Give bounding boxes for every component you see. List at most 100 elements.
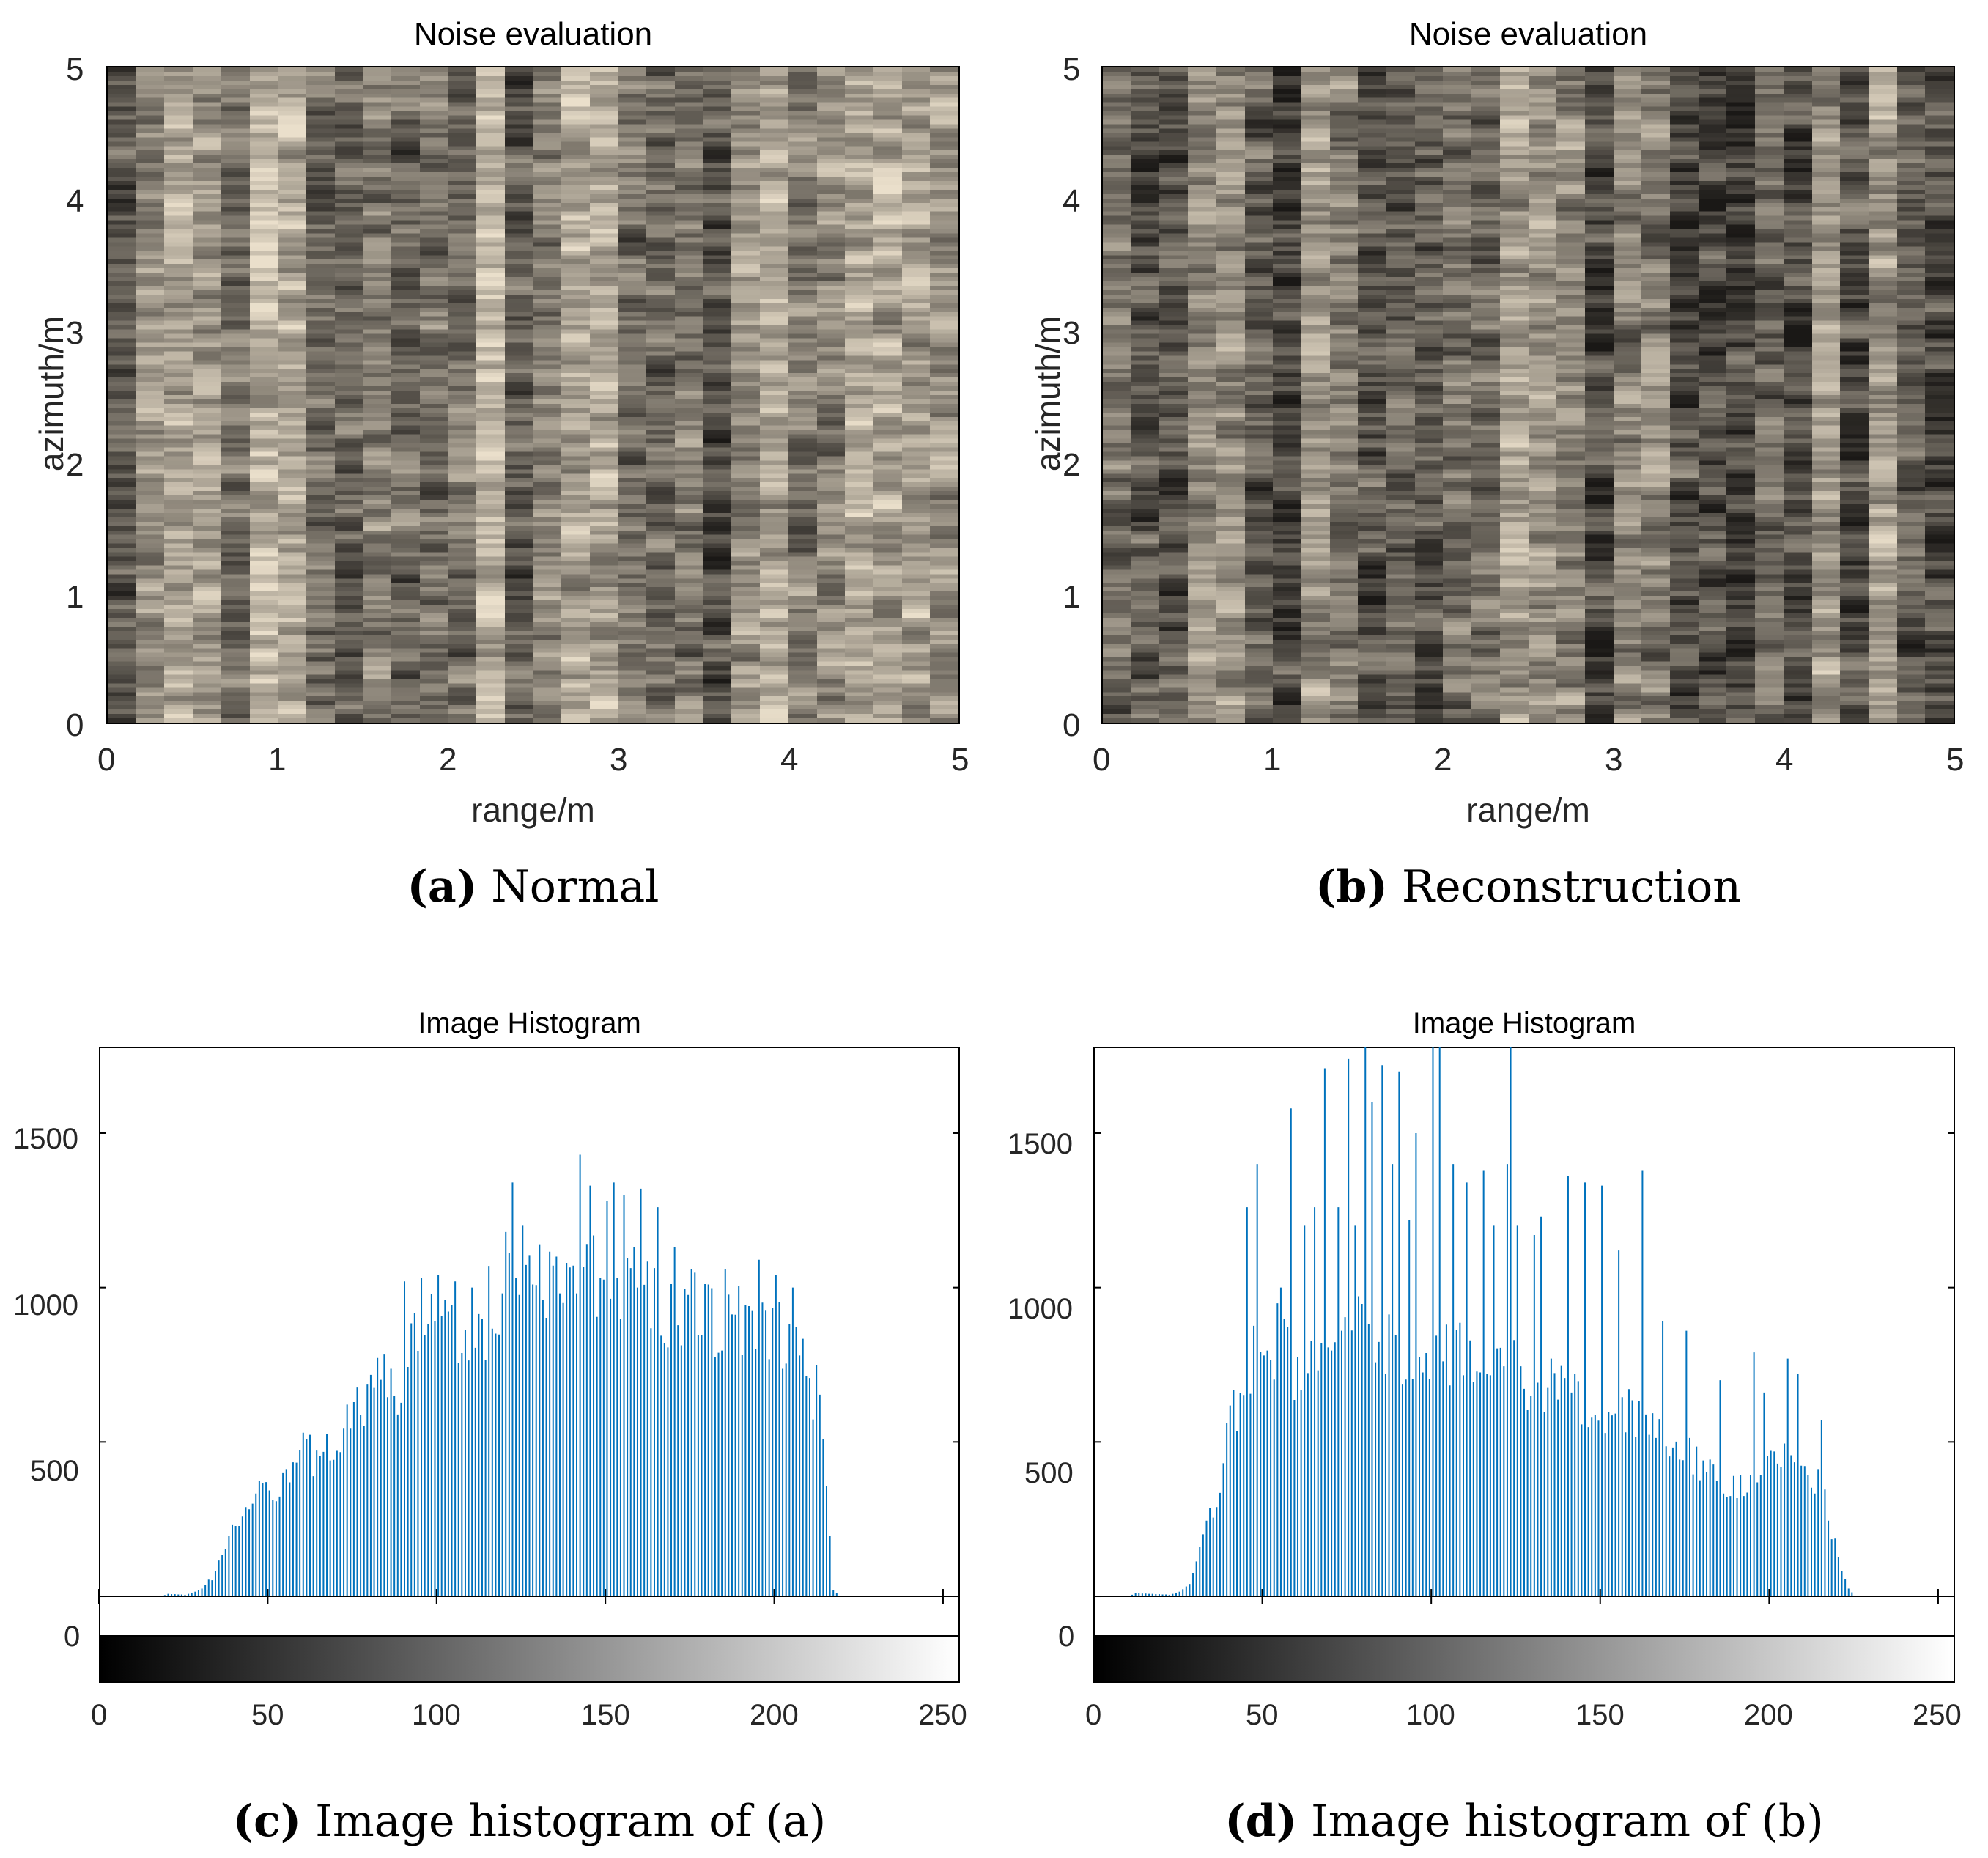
heatmap-column (1670, 67, 1699, 723)
heatmap-a-xtick: 2 (439, 742, 457, 778)
heatmap-column (334, 67, 363, 723)
heatmap-column (476, 67, 506, 723)
heatmap-column (1641, 67, 1671, 723)
heatmap-b-xlabel: range/m (1466, 791, 1590, 829)
heatmap-column (1216, 67, 1246, 723)
heatmap-a-ytick: 1 (66, 579, 84, 615)
heatmap-b-ytick: 0 (1063, 707, 1081, 743)
heatmap-column (845, 67, 874, 723)
heatmap-column (1273, 67, 1302, 723)
histogram-c-plot (98, 1132, 960, 1604)
heatmap-b-title: Noise evaluation (1408, 16, 1648, 52)
heatmap-column (278, 67, 307, 723)
heatmap-column (816, 67, 846, 723)
histogram-d-title: Image Histogram (1412, 1007, 1636, 1039)
histogram-c-ytick: 500 (30, 1455, 79, 1487)
heatmap-column (1584, 67, 1614, 723)
heatmap-column (873, 67, 903, 723)
heatmap-column (193, 67, 222, 723)
histogram-d-ytick: 1500 (1008, 1128, 1073, 1160)
heatmap-column (1698, 67, 1727, 723)
heatmap-a-ytick: 4 (66, 183, 84, 219)
heatmap-a-ytick: 3 (66, 315, 84, 351)
heatmap-column (164, 67, 193, 723)
heatmap-column (108, 67, 137, 723)
heatmap-column (1896, 67, 1926, 723)
heatmap-a-xtick: 5 (951, 742, 969, 778)
heatmap-column (249, 67, 278, 723)
histogram-c-xtick: 150 (581, 1699, 630, 1731)
heatmap-a-xtick: 0 (97, 742, 116, 778)
heatmap-column (646, 67, 676, 723)
heatmap-column (589, 67, 619, 723)
heatmap-column (448, 67, 477, 723)
caption-a-text: Normal (477, 861, 659, 913)
histogram-d-xtick: 250 (1913, 1699, 1962, 1731)
histogram-d-ytick: 1000 (1008, 1293, 1073, 1325)
histogram-d-xtick: 150 (1575, 1699, 1625, 1731)
heatmap-column (1188, 67, 1217, 723)
histogram-d-xtick: 50 (1246, 1699, 1279, 1731)
caption-a: (a) Normal (106, 861, 960, 913)
heatmap-column (1244, 67, 1274, 723)
heatmap-column (561, 67, 591, 723)
histogram-d-ytick: 0 (1058, 1621, 1075, 1653)
heatmap-column (1556, 67, 1586, 723)
heatmap-b-ytick: 2 (1063, 447, 1081, 483)
heatmap-column (1329, 67, 1359, 723)
heatmap-a-ytick: 2 (66, 447, 84, 483)
heatmap-column (1414, 67, 1444, 723)
heatmap-column (533, 67, 562, 723)
histogram-d-plot (1093, 1047, 1955, 1604)
heatmap-column (1103, 67, 1132, 723)
heatmap-column (703, 67, 732, 723)
heatmap-column (788, 67, 818, 723)
heatmap-column (760, 67, 789, 723)
histogram-d-xtick: 0 (1085, 1699, 1102, 1731)
heatmap-a-ytick: 0 (66, 707, 84, 743)
heatmap-b-xtick: 2 (1434, 742, 1452, 778)
histogram-c-xtick: 100 (412, 1699, 461, 1731)
heatmap-column (1159, 67, 1189, 723)
caption-b: (b) Reconstruction (1101, 861, 1955, 913)
heatmap-column (1358, 67, 1387, 723)
histogram-c-colorbar (99, 1635, 960, 1683)
caption-b-letter: (b) (1315, 861, 1388, 913)
heatmap-column (1840, 67, 1869, 723)
heatmap-b-image (1103, 67, 1954, 723)
heatmap-column (136, 67, 165, 723)
heatmap-column (675, 67, 704, 723)
heatmap-column (618, 67, 647, 723)
histogram-c-xtick: 250 (918, 1699, 967, 1731)
histogram-c-ytick: 0 (64, 1621, 81, 1653)
heatmap-b-ytick: 1 (1063, 579, 1081, 615)
heatmap-b-axes (1101, 66, 1955, 724)
heatmap-column (1613, 67, 1642, 723)
heatmap-b-ytick: 5 (1063, 51, 1081, 87)
heatmap-b-xtick: 3 (1605, 742, 1623, 778)
heatmap-column (1868, 67, 1898, 723)
histogram-c-ytick: 1500 (13, 1123, 78, 1155)
heatmap-column (901, 67, 931, 723)
histogram-c-title: Image Histogram (418, 1007, 641, 1039)
heatmap-column (1301, 67, 1331, 723)
histogram-c-ytick: 1000 (13, 1289, 78, 1321)
heatmap-column (504, 67, 534, 723)
heatmap-column (1925, 67, 1954, 723)
histogram-d-ytick: 500 (1024, 1457, 1074, 1489)
heatmap-column (1471, 67, 1501, 723)
caption-c: (c) Image histogram of (a) (99, 1796, 960, 1847)
heatmap-a-image (108, 67, 958, 723)
heatmap-column (1499, 67, 1529, 723)
heatmap-a-ytick: 5 (66, 51, 84, 87)
heatmap-column (1755, 67, 1784, 723)
heatmap-a-xtick: 4 (780, 742, 799, 778)
heatmap-a-xlabel: range/m (471, 791, 595, 829)
heatmap-column (731, 67, 761, 723)
heatmap-column (1528, 67, 1557, 723)
heatmap-b-ytick: 3 (1063, 315, 1081, 351)
heatmap-b-xtick: 5 (1946, 742, 1965, 778)
heatmap-column (1386, 67, 1416, 723)
heatmap-column (363, 67, 392, 723)
heatmap-a-title: Noise evaluation (413, 16, 653, 52)
